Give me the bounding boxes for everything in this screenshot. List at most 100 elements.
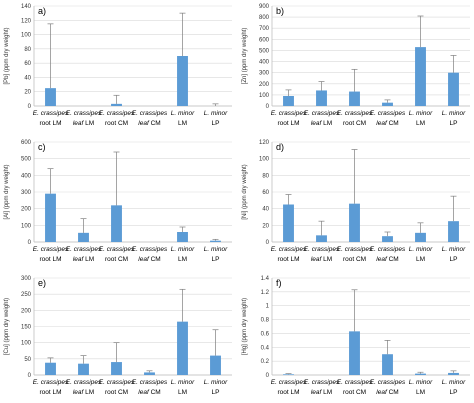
bar bbox=[382, 102, 393, 106]
bar bbox=[144, 372, 155, 375]
y-tick-label: 300 bbox=[259, 71, 270, 77]
x-category-species: E. crassipes bbox=[132, 246, 168, 253]
bar bbox=[448, 221, 459, 242]
x-category-detail: LM bbox=[416, 389, 425, 396]
bar bbox=[283, 204, 294, 242]
y-tick-label: 500 bbox=[21, 157, 32, 163]
x-category-detail: leaf CM bbox=[376, 120, 398, 127]
x-category-species: E. crassipes bbox=[66, 110, 102, 117]
y-tick-label: 1.4 bbox=[261, 276, 270, 282]
bar bbox=[349, 331, 360, 375]
bar bbox=[111, 103, 122, 106]
x-category-species: L. minor bbox=[409, 246, 433, 253]
x-category-detail: LM bbox=[178, 256, 187, 263]
chart-panel-5: 0 50 100 150 200 250 300 [Cu] (ppm dry weight) e… bbox=[4, 276, 232, 396]
y-tick-label: 100 bbox=[259, 157, 270, 163]
y-tick-label: 200 bbox=[259, 82, 270, 88]
bar bbox=[448, 72, 459, 106]
y-tick-label: 0 bbox=[266, 240, 270, 246]
x-category-species: L. minor bbox=[204, 379, 228, 386]
x-category-species: E. crassipes bbox=[337, 110, 373, 117]
y-tick-label: 40 bbox=[262, 207, 269, 213]
x-category-species: L. minor bbox=[409, 110, 433, 117]
bar bbox=[177, 56, 188, 106]
x-category-detail: leaf LM bbox=[73, 120, 94, 127]
x-category-detail: LM bbox=[416, 256, 425, 263]
x-category-species: L. minor bbox=[204, 246, 228, 253]
x-category-species: L. minor bbox=[171, 110, 195, 117]
panel-label: a) bbox=[38, 6, 46, 16]
y-tick-label: 300 bbox=[21, 276, 32, 282]
y-tick-label: 150 bbox=[21, 325, 32, 331]
y-tick-label: 0.4 bbox=[261, 345, 270, 351]
y-tick-label: 0 bbox=[28, 373, 32, 379]
x-category-detail: leaf CM bbox=[138, 120, 160, 127]
chart-panel-6: 0 0.2 0.4 0.6 0.8 1 1.2 1.4 [Hg] (ppm dry weight… bbox=[242, 276, 470, 396]
x-category-species: L. minor bbox=[204, 110, 228, 117]
y-axis-label: [Pb] (ppm dry weight) bbox=[4, 27, 10, 84]
y-axis-label: [Al] (ppm dry weight) bbox=[4, 164, 10, 219]
y-tick-label: 700 bbox=[259, 26, 270, 32]
y-tick-label: 900 bbox=[259, 4, 270, 10]
x-category-detail: root CM bbox=[105, 120, 128, 127]
x-category-species: E. crassipes bbox=[33, 246, 69, 253]
y-axis-label: [Ni] (ppm dry weight) bbox=[242, 164, 248, 219]
y-axis-label: [Cu] (ppm dry weight) bbox=[4, 298, 10, 355]
x-category-species: E. crassipes bbox=[271, 246, 307, 253]
bar bbox=[349, 91, 360, 106]
y-tick-label: 100 bbox=[259, 93, 270, 99]
x-category-species: E. crassipes bbox=[99, 379, 135, 386]
y-tick-label: 0.6 bbox=[261, 331, 270, 337]
bar bbox=[316, 235, 327, 242]
bar bbox=[45, 193, 56, 242]
y-tick-label: 0.8 bbox=[261, 318, 270, 324]
x-category-species: E. crassipes bbox=[99, 110, 135, 117]
y-tick-label: 0 bbox=[266, 373, 270, 379]
y-tick-label: 80 bbox=[24, 47, 31, 53]
bar bbox=[349, 203, 360, 242]
y-tick-label: 500 bbox=[259, 48, 270, 54]
y-tick-label: 100 bbox=[21, 341, 32, 347]
y-axis-label: [Zn] (ppm dry weight) bbox=[242, 28, 248, 85]
panel-label: b) bbox=[276, 6, 284, 16]
bar bbox=[283, 96, 294, 106]
y-tick-label: 200 bbox=[21, 207, 32, 213]
x-category-species: E. crassipes bbox=[370, 110, 406, 117]
y-tick-label: 1.2 bbox=[261, 290, 270, 296]
x-category-detail: root CM bbox=[105, 389, 128, 396]
panel-label: c) bbox=[38, 142, 46, 152]
bar bbox=[316, 90, 327, 106]
x-category-detail: leaf LM bbox=[73, 389, 94, 396]
x-category-detail: leaf LM bbox=[73, 256, 94, 263]
x-category-species: L. minor bbox=[442, 379, 466, 386]
x-category-species: L. minor bbox=[442, 110, 466, 117]
x-category-species: E. crassipes bbox=[132, 379, 168, 386]
x-category-species: E. crassipes bbox=[370, 379, 406, 386]
y-tick-label: 140 bbox=[21, 4, 32, 10]
y-tick-label: 0 bbox=[28, 104, 32, 110]
x-category-detail: LM bbox=[178, 120, 187, 127]
x-category-detail: leaf CM bbox=[376, 256, 398, 263]
y-tick-label: 100 bbox=[21, 33, 32, 39]
bar bbox=[111, 205, 122, 242]
x-category-species: E. crassipes bbox=[132, 110, 168, 117]
bar bbox=[45, 88, 56, 106]
chart-panel-4: 0 20 40 60 80 100 120 [Ni] (ppm dry weight) d) E.… bbox=[242, 140, 470, 263]
bar bbox=[415, 47, 426, 106]
y-tick-label: 600 bbox=[21, 140, 32, 146]
x-category-species: E. crassipes bbox=[66, 379, 102, 386]
y-tick-label: 60 bbox=[24, 61, 31, 67]
bar bbox=[382, 236, 393, 242]
bar bbox=[45, 362, 56, 375]
chart-panel-2: 0 100 200 300 400 500 600 700 800 900 [Zn] (ppm dr… bbox=[242, 4, 470, 127]
bar bbox=[283, 374, 294, 375]
x-category-species: E. crassipes bbox=[271, 379, 307, 386]
y-tick-label: 100 bbox=[21, 223, 32, 229]
y-tick-label: 600 bbox=[259, 37, 270, 43]
y-tick-label: 80 bbox=[262, 173, 269, 179]
bar bbox=[78, 363, 89, 375]
y-tick-label: 0 bbox=[266, 104, 270, 110]
x-category-detail: leaf LM bbox=[311, 389, 332, 396]
x-category-detail: root LM bbox=[277, 120, 299, 127]
x-category-detail: root LM bbox=[277, 256, 299, 263]
